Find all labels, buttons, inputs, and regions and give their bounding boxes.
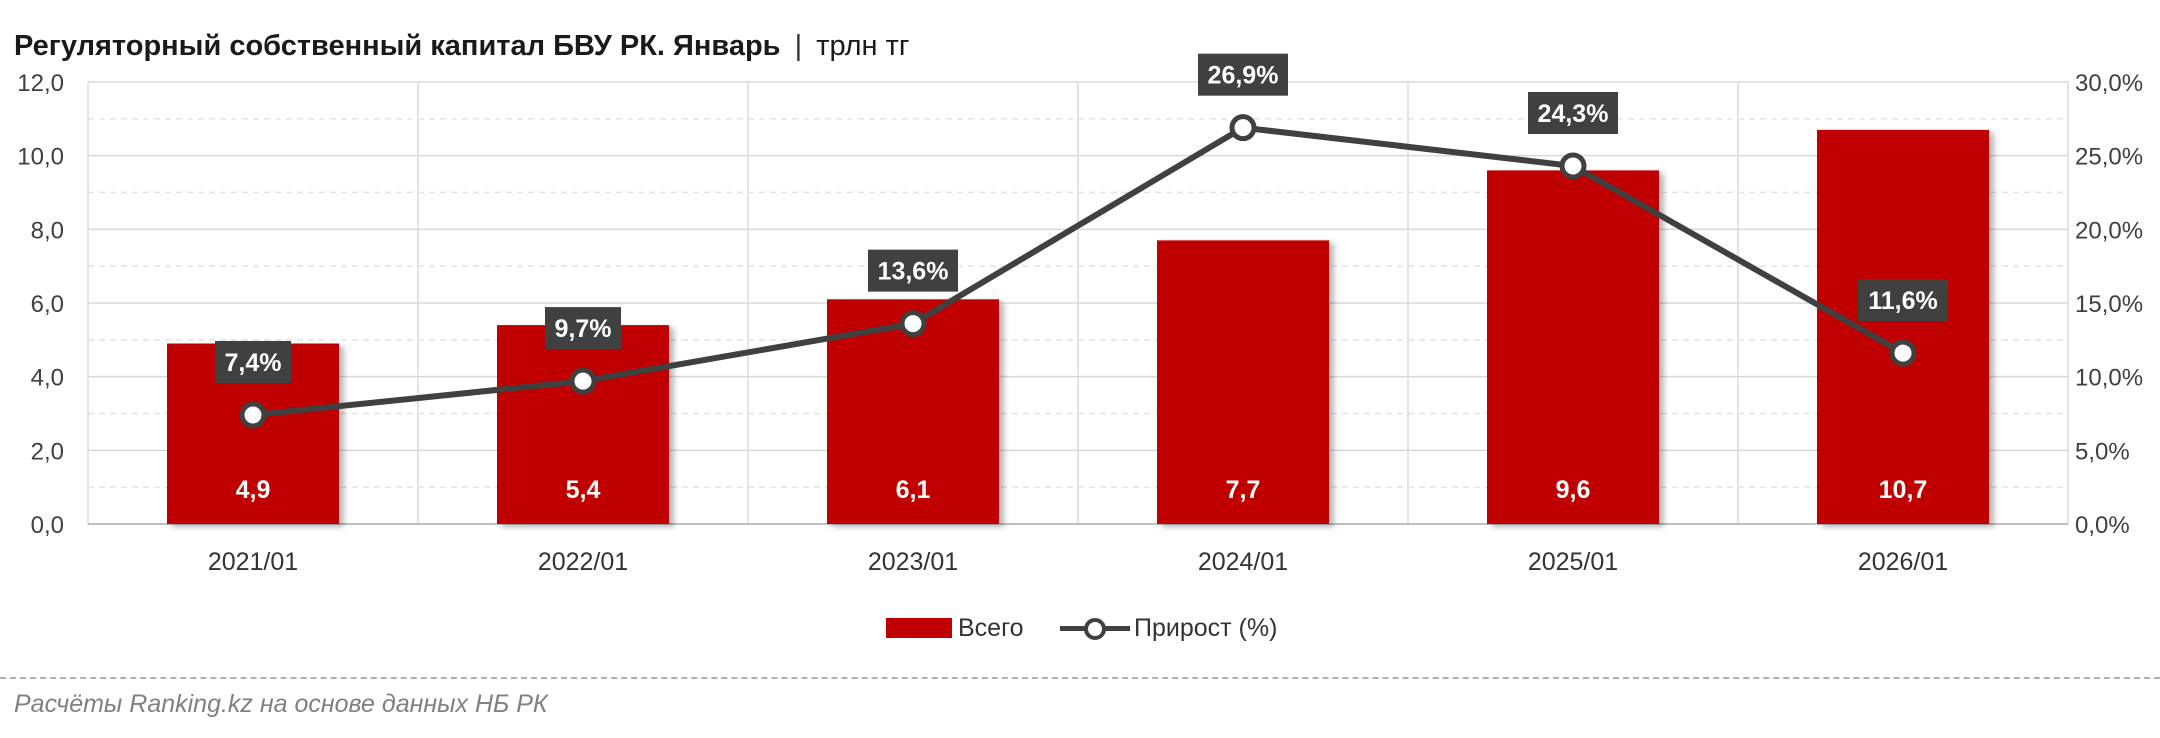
footer-divider xyxy=(0,677,2160,679)
growth-label-box xyxy=(1198,53,1288,96)
x-tick-label: 2023/01 xyxy=(868,548,958,576)
bar-2026-01 xyxy=(1817,129,1989,524)
legend-bar-swatch xyxy=(886,618,952,638)
y-left-tick-label: 4,0 xyxy=(31,365,64,392)
y-left-tick-label: 6,0 xyxy=(31,291,64,318)
y-left-tick-label: 8,0 xyxy=(31,217,64,244)
bar-2025-01 xyxy=(1487,170,1659,524)
legend-item-line: Прирост (%) xyxy=(1060,610,1277,646)
source-note: Расчёты Ranking.kz на основе данных НБ Р… xyxy=(14,690,548,718)
x-tick-label: 2025/01 xyxy=(1528,548,1618,576)
chart-title: Регуляторный собственный капитал БВУ РК.… xyxy=(14,30,909,63)
legend-item-bars: Всего xyxy=(886,610,1024,646)
chart-title-unit: трлн тг xyxy=(816,30,910,62)
growth-value-label: 26,9% xyxy=(1208,62,1279,90)
x-tick-label: 2022/01 xyxy=(538,548,628,576)
legend-line-marker xyxy=(1060,616,1130,640)
growth-point xyxy=(1889,339,1917,367)
bar-2024-01 xyxy=(1157,240,1329,524)
y-right-tick-label: 25,0% xyxy=(2075,144,2143,171)
bar-value-label: 10,7 xyxy=(1879,476,1928,504)
x-tick-label: 2026/01 xyxy=(1858,548,1948,576)
growth-line xyxy=(252,124,1905,418)
y-left-tick-label: 12,0 xyxy=(17,70,64,97)
x-tick-label: 2021/01 xyxy=(208,548,298,576)
bar-value-label: 5,4 xyxy=(566,476,601,504)
y-right-tick-label: 15,0% xyxy=(2075,291,2143,318)
chart-title-separator: | xyxy=(794,30,803,62)
growth-value-label: 7,4% xyxy=(225,349,282,377)
growth-point xyxy=(1229,114,1257,142)
growth-point xyxy=(569,367,597,395)
growth-label-box xyxy=(1528,91,1618,134)
growth-label-box xyxy=(215,340,291,383)
growth-value-label: 24,3% xyxy=(1538,100,1609,128)
growth-value-label: 9,7% xyxy=(555,315,612,343)
bar-2022-01 xyxy=(497,325,669,524)
growth-point xyxy=(239,401,267,429)
growth-value-label: 11,6% xyxy=(1868,287,1938,315)
growth-point xyxy=(899,310,927,338)
growth-value-label: 13,6% xyxy=(878,258,949,286)
legend: Всего Прирост (%) xyxy=(0,610,2160,646)
growth-point xyxy=(1559,152,1587,180)
bar-value-label: 6,1 xyxy=(896,476,931,504)
legend-line-label: Прирост (%) xyxy=(1134,613,1278,642)
combo-chart: 0,0 2,0 4,0 6,0 8,0 10,0 12,0 0,0% 5,0% 10,0% 15,0… xyxy=(17,53,2143,576)
y-right-tick-label: 0,0% xyxy=(2075,512,2130,539)
y-left-tick-label: 2,0 xyxy=(31,438,64,465)
y-right-tick-label: 5,0% xyxy=(2075,438,2130,465)
y-right-tick-label: 20,0% xyxy=(2075,217,2143,244)
bar-value-label: 9,6 xyxy=(1556,476,1591,504)
chart-title-main: Регуляторный собственный капитал БВУ РК.… xyxy=(14,30,781,62)
x-tick-label: 2024/01 xyxy=(1198,548,1288,576)
y-right-tick-label: 30,0% xyxy=(2075,70,2143,97)
bar-value-label: 4,9 xyxy=(236,476,271,504)
legend-bar-label: Всего xyxy=(958,613,1024,642)
growth-label-box xyxy=(1858,279,1948,322)
y-left-tick-label: 0,0 xyxy=(31,512,64,539)
growth-label-box xyxy=(545,307,621,350)
y-right-tick-label: 10,0% xyxy=(2075,365,2143,392)
growth-label-box xyxy=(868,249,958,292)
y-left-tick-label: 10,0 xyxy=(17,144,64,171)
bar-value-label: 7,7 xyxy=(1226,476,1261,504)
